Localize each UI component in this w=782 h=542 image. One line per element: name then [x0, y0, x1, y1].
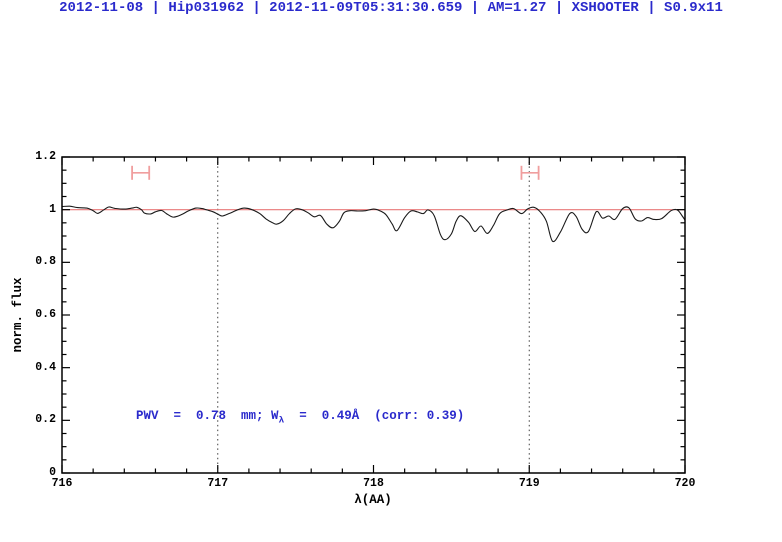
- spectrum-line: [61, 205, 686, 243]
- plot-title: 2012-11-08 | Hip031962 | 2012-11-09T05:3…: [59, 0, 723, 16]
- annotation-lambda-subscript: λ: [278, 414, 285, 426]
- y-tick-label: 0.6: [35, 308, 56, 321]
- y-tick-label: 1.2: [35, 150, 56, 163]
- x-tick-label: 717: [207, 477, 229, 490]
- x-tick-label: 718: [363, 477, 384, 490]
- x-tick-label: 719: [518, 477, 540, 490]
- y-tick-label: 0.4: [35, 360, 56, 374]
- annotation-suffix: = 0.49Å (corr: 0.39): [284, 409, 465, 423]
- pwv-annotation: PWV = 0.78 mm; Wλ = 0.49Å (corr: 0.39): [136, 409, 464, 426]
- y-tick-label: 0: [49, 466, 56, 479]
- y-tick-label: 1: [49, 202, 56, 216]
- x-tick-label: 720: [674, 477, 696, 490]
- y-tick-label: 0.2: [35, 413, 56, 427]
- plot-box: [61, 156, 686, 474]
- x-tick-label: 716: [51, 477, 73, 490]
- annotation-prefix: PWV = 0.78 mm; W: [136, 409, 279, 423]
- y-tick-label: 0.8: [35, 255, 56, 269]
- x-axis-label: λ(AA): [354, 493, 392, 507]
